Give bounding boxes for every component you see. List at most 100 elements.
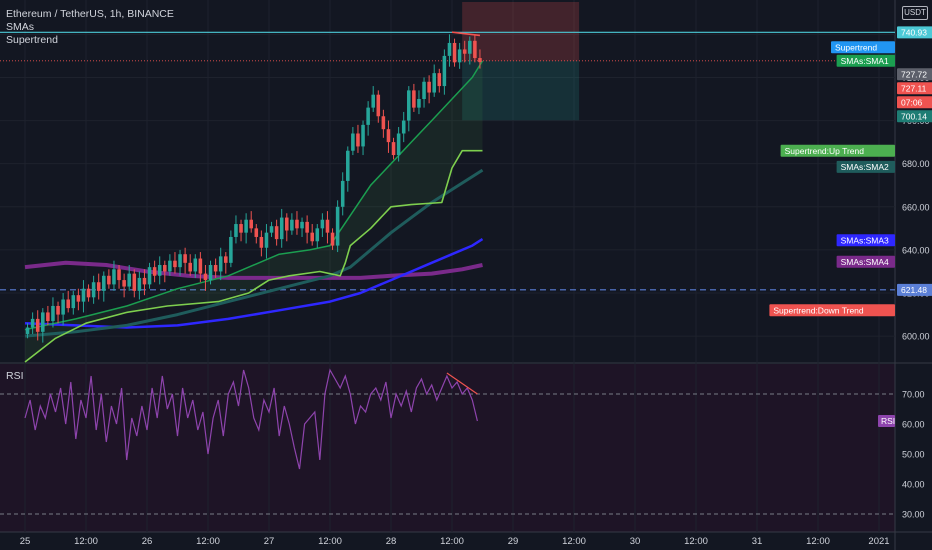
price-tick-label: 680.00	[902, 159, 930, 169]
rsi-tick-label: 50.00	[902, 450, 925, 460]
candle-body	[122, 280, 126, 287]
candle-body	[234, 224, 238, 237]
time-tick-label: 30	[630, 536, 641, 547]
candle-body	[437, 73, 442, 87]
time-tick-label: 2021	[868, 536, 889, 547]
candle-body	[183, 254, 187, 263]
candle-body	[447, 42, 452, 56]
candle-body	[325, 219, 330, 233]
candle-body	[340, 180, 345, 207]
candle-body	[66, 299, 70, 309]
candle-body	[366, 107, 370, 125]
price-badge-text: SMAs:SMA3	[841, 235, 889, 245]
candle-body	[259, 236, 264, 248]
candle-body	[274, 226, 279, 240]
candle-body	[310, 232, 314, 242]
time-tick-label: 12:00	[684, 536, 708, 547]
price-badge	[897, 283, 932, 296]
sma3-line	[24, 238, 484, 329]
price-badge	[836, 255, 895, 268]
candle-body	[452, 42, 457, 63]
candle-body	[61, 299, 65, 315]
sma-legend[interactable]: SMAs	[6, 21, 35, 33]
candle-body	[457, 49, 462, 63]
price-badge-text: SMAs:SMA2	[841, 162, 889, 172]
candle-body	[35, 318, 40, 332]
price-badge	[836, 54, 895, 67]
candle-body	[295, 219, 299, 229]
rsi-pane-bg	[0, 364, 895, 532]
price-badge-text: SMAs:SMA4	[841, 257, 889, 267]
candle-body	[239, 224, 243, 233]
time-tick-label: 29	[508, 536, 519, 547]
candle-body	[361, 124, 365, 147]
candle-body	[178, 254, 182, 268]
rsi-title[interactable]: RSI	[6, 370, 24, 382]
candle-body	[279, 217, 284, 240]
price-tick-label: 660.00	[902, 202, 930, 212]
candle-body	[478, 58, 482, 63]
time-tick-label: 12:00	[440, 536, 464, 547]
price-badge-text: 727.72	[901, 69, 927, 79]
supertrend-legend[interactable]: Supertrend	[6, 34, 58, 46]
price-tick-label: 600.00	[902, 332, 930, 342]
rsi-tick-label: 70.00	[902, 390, 925, 400]
price-badge	[897, 68, 932, 81]
candle-body	[300, 221, 304, 229]
chart-legend: Ethereum / TetherUS, 1h, BINANCE SMAs Su…	[6, 8, 174, 47]
candle-body	[81, 288, 86, 302]
position-tool[interactable]	[462, 2, 580, 121]
time-tick-label: 12:00	[562, 536, 586, 547]
price-badge	[897, 96, 932, 109]
candle-body	[305, 221, 309, 233]
candle-body	[371, 94, 375, 108]
top-trend-line	[451, 31, 481, 37]
price-badge-text: 727.11	[901, 83, 927, 93]
price-badge	[780, 144, 895, 157]
candle-body	[213, 264, 218, 272]
candle-body	[269, 226, 274, 233]
candle-body	[396, 133, 401, 156]
candle-body	[112, 269, 116, 285]
price-badge-text: Supertrend	[835, 42, 877, 52]
price-badge	[831, 41, 895, 54]
rsi-tick-label: 60.00	[902, 420, 925, 430]
candle-body	[30, 318, 35, 328]
candle-body	[401, 120, 406, 134]
candles	[25, 31, 482, 343]
candle-body	[147, 267, 152, 285]
price-badge	[897, 82, 932, 95]
candle-body	[407, 90, 411, 121]
candle-body	[422, 81, 426, 100]
price-badge	[769, 304, 895, 317]
candle-body	[91, 282, 96, 298]
candle-body	[224, 256, 228, 263]
price-badge-text: SMAs:SMA1	[841, 56, 889, 66]
candle-body	[285, 217, 289, 231]
candle-body	[188, 262, 192, 272]
candle-body	[25, 327, 30, 334]
rsi-badge-text: RSI	[881, 416, 895, 426]
symbol-title[interactable]: Ethereum / TetherUS, 1h, BINANCE	[6, 8, 174, 20]
candle-body	[157, 264, 162, 276]
candle-body	[290, 219, 294, 231]
candle-body	[152, 267, 157, 276]
candle-body	[427, 81, 431, 93]
time-tick-label: 12:00	[196, 536, 220, 547]
candle-body	[346, 150, 350, 181]
price-badge-text: 740.93	[901, 28, 927, 38]
position-target-zone	[462, 60, 580, 121]
price-labels: 740.93 621.48 Supertrend SMAs:SMA1 727.72 727…	[769, 26, 932, 427]
candle-body	[315, 228, 320, 242]
candle-body	[173, 260, 177, 268]
candle-body	[468, 40, 472, 54]
candle-body	[356, 133, 360, 147]
currency-button[interactable]: USDT	[902, 6, 928, 20]
price-badge-text: Supertrend:Up Trend	[785, 146, 865, 156]
candle-body	[132, 273, 137, 291]
price-badge-text: 621.48	[901, 285, 927, 295]
price-badge	[897, 26, 932, 39]
candle-body	[412, 90, 416, 108]
